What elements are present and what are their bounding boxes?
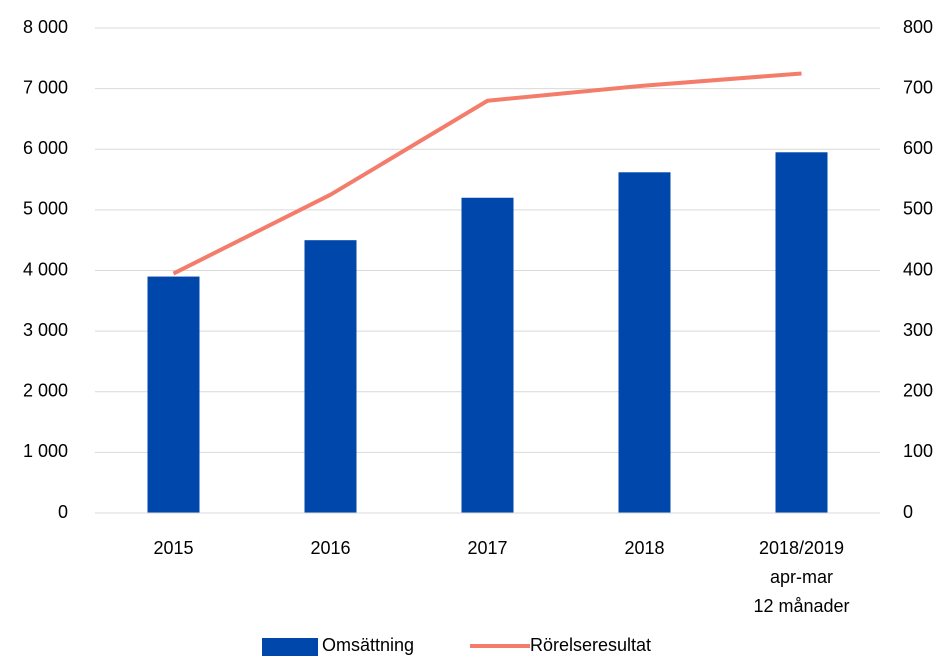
y-tick-label: 1 000	[23, 441, 68, 461]
y-tick-label: 3 000	[23, 320, 68, 340]
y-tick-label: 6 000	[23, 138, 68, 158]
y2-tick-label: 600	[903, 138, 933, 158]
y2-tick-label: 200	[903, 381, 933, 401]
y2-tick-label: 400	[903, 259, 933, 279]
y2-tick-label: 0	[903, 502, 913, 522]
bar	[461, 197, 514, 513]
y-tick-label: 5 000	[23, 199, 68, 219]
y-tick-label: 8 000	[23, 17, 68, 37]
x-tick-label: 2016	[310, 538, 351, 558]
x-tick-label: 2018	[624, 538, 665, 558]
legend-swatch	[262, 638, 318, 656]
y-tick-label: 0	[58, 502, 68, 522]
legend-label: Rörelseresultat	[530, 635, 651, 655]
x-tick-label: 2017	[467, 538, 508, 558]
x-tick-label: 2018/2019 apr-mar 12 månader	[753, 538, 850, 616]
bar	[147, 276, 200, 513]
x-tick-label: 2015	[153, 538, 194, 558]
bar	[618, 172, 671, 513]
y2-tick-label: 500	[903, 199, 933, 219]
y2-tick-label: 100	[903, 441, 933, 461]
y-tick-label: 2 000	[23, 381, 68, 401]
y-tick-label: 7 000	[23, 77, 68, 97]
y2-tick-label: 700	[903, 77, 933, 97]
bar	[304, 240, 357, 513]
bar	[775, 152, 828, 513]
line	[172, 71, 802, 276]
y-tick-label: 4 000	[23, 259, 68, 279]
legend-label: Omsättning	[322, 635, 414, 655]
y2-tick-label: 300	[903, 320, 933, 340]
y2-tick-label: 800	[903, 17, 933, 37]
